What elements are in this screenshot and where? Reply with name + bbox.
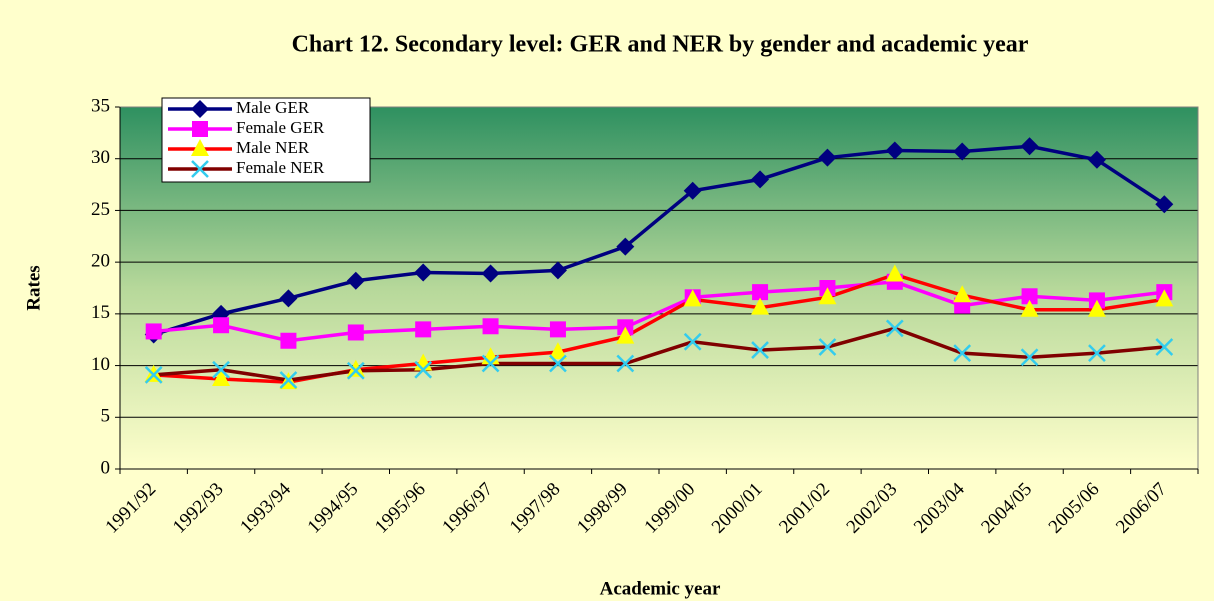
series-line — [153, 326, 1165, 382]
series-marker — [414, 263, 433, 282]
series-marker — [415, 321, 432, 338]
series-marker — [548, 261, 567, 280]
series-marker — [549, 354, 567, 373]
series-marker — [751, 341, 769, 359]
legend-marker — [191, 139, 209, 156]
series-marker — [1020, 348, 1039, 367]
x-tick-label: 2003/04 — [910, 478, 969, 537]
series-marker — [212, 369, 231, 387]
series-marker — [616, 237, 635, 256]
series-marker — [346, 359, 365, 377]
series-marker — [1155, 195, 1174, 214]
y-tick-label: 0 — [101, 457, 111, 478]
y-tick-label: 35 — [91, 95, 110, 116]
series-marker — [213, 317, 230, 334]
series-marker — [548, 342, 567, 360]
series-marker — [1088, 344, 1106, 363]
chart-title: Chart 12. Secondary level: GER and NER b… — [292, 32, 1029, 58]
series-line — [153, 144, 1166, 337]
x-tick-label: 1991/92 — [101, 479, 160, 538]
series-marker — [346, 271, 365, 290]
series-marker — [279, 289, 298, 308]
series-marker — [549, 321, 566, 338]
legend-label: Female GER — [236, 118, 325, 137]
x-tick-label: 2006/07 — [1112, 479, 1171, 538]
series-marker — [144, 365, 163, 384]
series-marker — [1021, 288, 1038, 305]
series-marker — [616, 354, 635, 373]
series-marker — [953, 142, 972, 161]
series-marker — [752, 284, 769, 301]
series-marker — [1087, 150, 1106, 169]
series-marker — [279, 371, 298, 389]
x-tick-label: 1995/96 — [371, 479, 430, 538]
series-marker — [683, 332, 702, 351]
y-axis-label: Rates — [23, 265, 44, 310]
x-axis-label: Academic year — [600, 578, 721, 599]
x-tick-label: 2001/02 — [775, 479, 834, 538]
x-tick-label: 1992/93 — [169, 479, 228, 538]
series-marker — [482, 318, 499, 335]
series-marker — [1155, 289, 1174, 307]
x-tick-label: 1997/98 — [506, 479, 565, 538]
x-tick-label: 1993/94 — [236, 478, 295, 537]
y-tick-label: 15 — [91, 302, 110, 323]
series-marker — [885, 264, 904, 282]
legend-marker — [191, 160, 209, 178]
series-marker — [885, 319, 904, 338]
y-tick-label: 5 — [101, 406, 111, 427]
series-marker — [953, 285, 972, 303]
series-marker — [481, 264, 500, 283]
x-tick-label: 2005/06 — [1045, 479, 1104, 538]
series-marker — [818, 148, 837, 167]
series-marker — [1020, 299, 1039, 317]
series-marker — [481, 354, 500, 373]
x-tick-label: 2000/01 — [708, 479, 767, 538]
series-marker — [1087, 299, 1106, 317]
legend-label: Male NER — [236, 138, 310, 157]
x-tick-label: 1994/95 — [304, 479, 363, 538]
x-tick-label: 1996/97 — [438, 479, 497, 538]
y-tick-label: 30 — [91, 147, 110, 168]
series-marker — [616, 326, 635, 344]
series-marker — [280, 332, 297, 349]
series-marker — [145, 323, 162, 340]
x-tick-label: 1998/99 — [573, 479, 632, 538]
series-marker — [751, 297, 770, 315]
series-marker — [683, 181, 702, 200]
x-tick-label: 2002/03 — [843, 479, 902, 538]
legend-label: Female NER — [236, 158, 325, 177]
series-marker — [1155, 338, 1174, 356]
legend-marker — [192, 121, 208, 137]
legend-label: Male GER — [236, 98, 310, 117]
y-tick-label: 10 — [91, 354, 110, 375]
series-marker — [818, 338, 837, 356]
series-marker — [346, 361, 365, 380]
series-marker — [953, 344, 972, 363]
series-marker — [414, 360, 433, 379]
series-marker — [212, 360, 230, 379]
series-marker — [818, 287, 837, 305]
x-tick-label: 1999/00 — [640, 479, 699, 538]
x-tick-label: 2004/05 — [977, 479, 1036, 538]
series-marker — [683, 289, 702, 307]
series-marker — [347, 324, 364, 341]
series-marker — [885, 141, 904, 160]
series-marker — [751, 170, 770, 189]
y-tick-label: 25 — [91, 199, 110, 220]
legend-marker — [191, 100, 209, 118]
series-marker — [1020, 137, 1039, 156]
y-tick-label: 20 — [91, 251, 110, 272]
